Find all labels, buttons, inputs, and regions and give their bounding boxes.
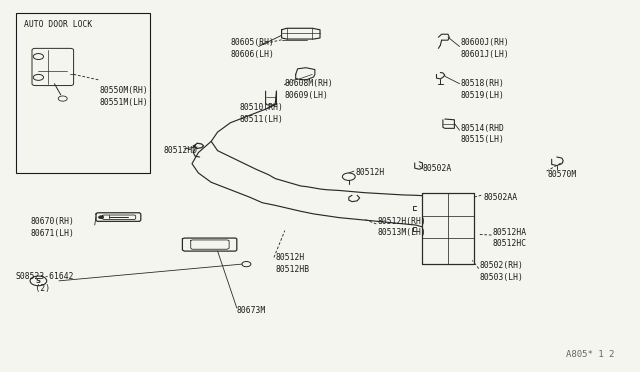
Text: 80608M(RH)
80609(LH): 80608M(RH) 80609(LH) bbox=[285, 79, 333, 99]
Text: 80502A: 80502A bbox=[422, 164, 452, 173]
Text: 80673M: 80673M bbox=[237, 306, 266, 315]
Text: 80605(RH)
80606(LH): 80605(RH) 80606(LH) bbox=[230, 38, 275, 58]
Text: 80670(RH)
80671(LH): 80670(RH) 80671(LH) bbox=[31, 218, 75, 238]
Text: 80502AA: 80502AA bbox=[483, 193, 517, 202]
Text: 80512H(RH)
80513M(LH): 80512H(RH) 80513M(LH) bbox=[378, 217, 426, 237]
Text: 80550M(RH)
80551M(LH): 80550M(RH) 80551M(LH) bbox=[99, 87, 148, 107]
Text: AUTO DOOR LOCK: AUTO DOOR LOCK bbox=[24, 20, 92, 29]
Bar bbox=[16, 13, 150, 173]
Text: S08523-61642
    (2): S08523-61642 (2) bbox=[16, 273, 74, 293]
Circle shape bbox=[99, 216, 104, 219]
Text: 80570M: 80570M bbox=[547, 170, 577, 179]
Text: S: S bbox=[36, 278, 41, 284]
Text: 80512HA
80512HC: 80512HA 80512HC bbox=[493, 228, 527, 248]
Text: A805* 1 2: A805* 1 2 bbox=[566, 350, 614, 359]
Text: 80514(RHD
80515(LH): 80514(RHD 80515(LH) bbox=[461, 124, 505, 144]
Text: 80518(RH)
80519(LH): 80518(RH) 80519(LH) bbox=[461, 79, 505, 99]
Text: 80502(RH)
80503(LH): 80502(RH) 80503(LH) bbox=[480, 262, 524, 282]
Text: 80510(RH)
80511(LH): 80510(RH) 80511(LH) bbox=[240, 103, 284, 124]
Text: 80512HD: 80512HD bbox=[163, 146, 197, 155]
Text: 80512H
80512HB: 80512H 80512HB bbox=[275, 253, 309, 273]
Text: 80600J(RH)
80601J(LH): 80600J(RH) 80601J(LH) bbox=[461, 38, 509, 58]
Text: 80512H: 80512H bbox=[355, 169, 385, 177]
